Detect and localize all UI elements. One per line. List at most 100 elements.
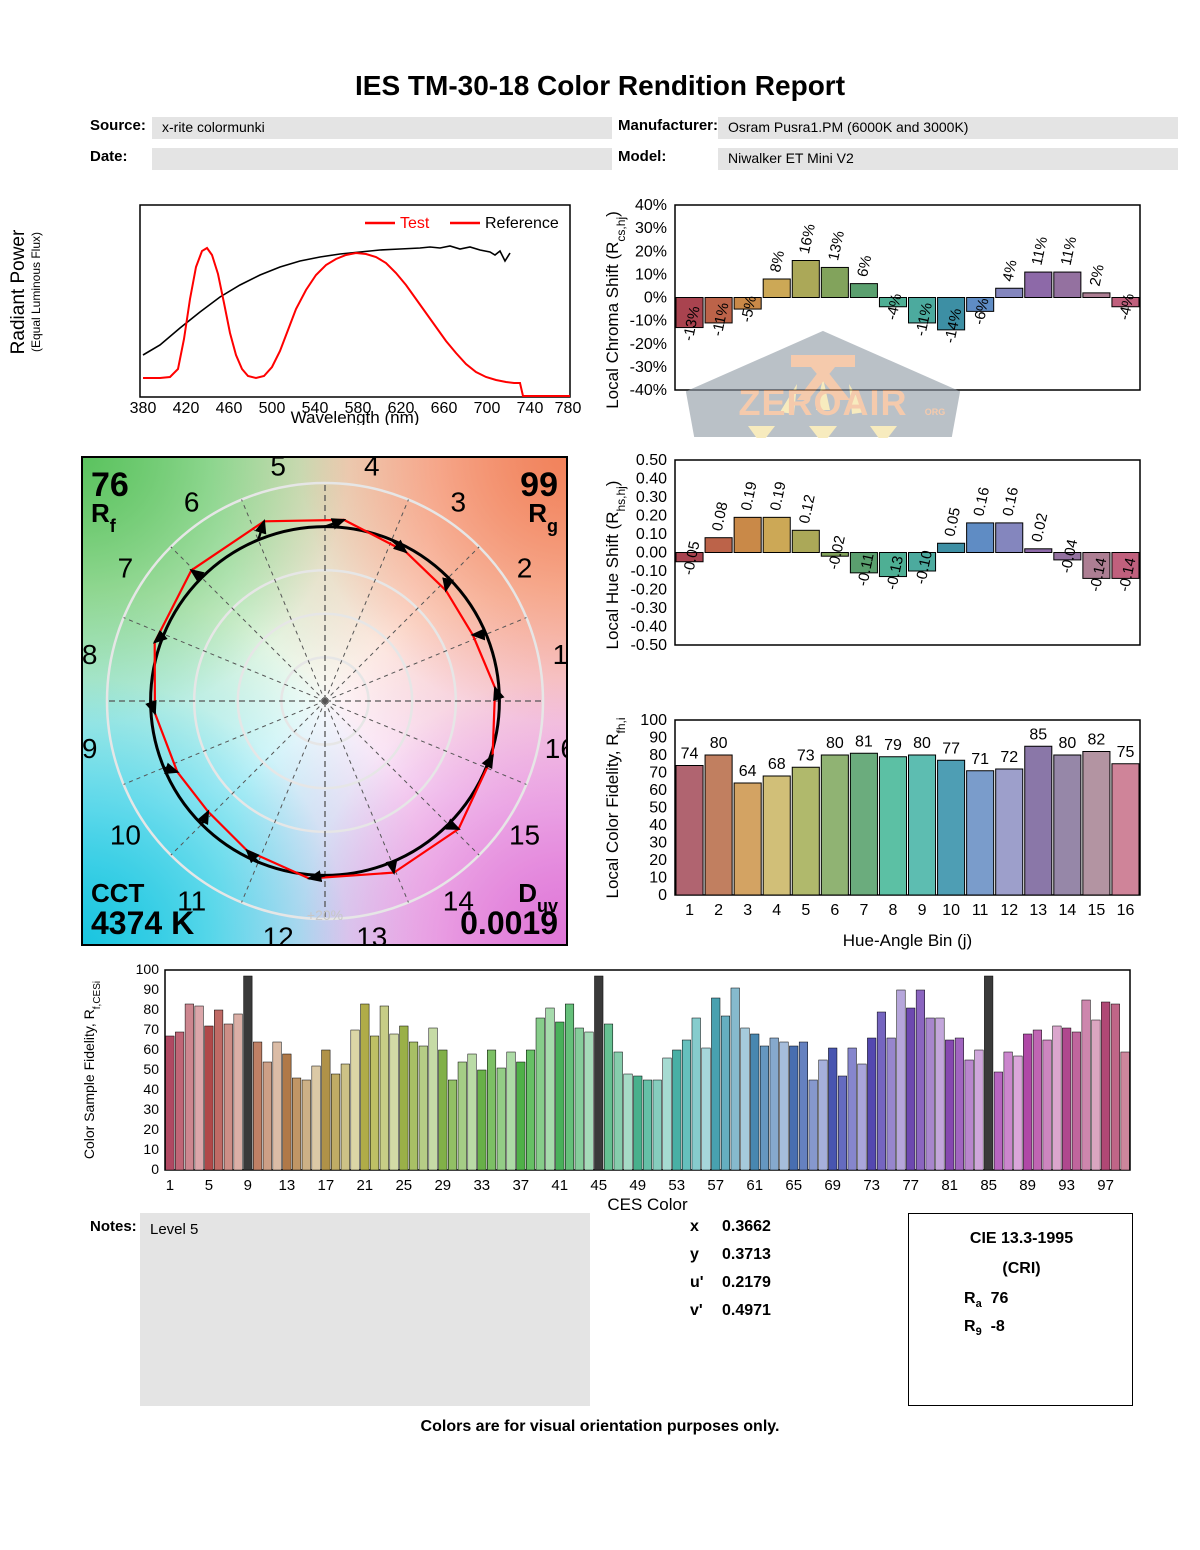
svg-text:40%: 40% — [635, 197, 667, 214]
svg-text:7: 7 — [859, 902, 868, 919]
svg-text:20: 20 — [143, 1121, 159, 1137]
svg-text:10: 10 — [143, 1141, 159, 1157]
svg-text:80: 80 — [143, 1001, 159, 1017]
svg-text:70: 70 — [143, 1021, 159, 1037]
svg-text:13: 13 — [1029, 902, 1047, 919]
svg-text:1: 1 — [685, 902, 694, 919]
svg-text:-0.20: -0.20 — [631, 582, 668, 599]
svg-text:-0.04: -0.04 — [1058, 538, 1082, 575]
svg-text:9: 9 — [82, 733, 98, 764]
svg-text:2%: 2% — [1087, 263, 1108, 288]
svg-text:0.05: 0.05 — [941, 506, 964, 538]
svg-text:4: 4 — [772, 902, 781, 919]
svg-text:3: 3 — [451, 486, 467, 517]
svg-text:82: 82 — [1088, 732, 1106, 749]
svg-text:17: 17 — [317, 1177, 334, 1194]
svg-text:Test: Test — [400, 215, 430, 232]
svg-text:ORG: ORG — [925, 407, 946, 417]
svg-text:700: 700 — [474, 400, 501, 417]
svg-text:Local Chroma Shift (Rcs,hj): Local Chroma Shift (Rcs,hj) — [603, 211, 628, 409]
svg-text:85: 85 — [980, 1177, 997, 1194]
svg-text:Hue-Angle Bin (j): Hue-Angle Bin (j) — [843, 931, 972, 950]
svg-text:0: 0 — [151, 1161, 159, 1177]
svg-text:20%: 20% — [635, 243, 667, 260]
svg-text:540: 540 — [302, 400, 329, 417]
svg-text:-30%: -30% — [630, 359, 667, 376]
svg-text:-0.10: -0.10 — [631, 563, 668, 580]
svg-text:60: 60 — [649, 782, 667, 799]
svg-text:780: 780 — [555, 400, 582, 417]
svg-text:72: 72 — [1000, 749, 1018, 766]
svg-text:-0.30: -0.30 — [631, 600, 668, 617]
svg-text:69: 69 — [824, 1177, 841, 1194]
svg-text:64: 64 — [739, 763, 757, 780]
svg-text:380: 380 — [130, 400, 157, 417]
svg-text:4374 K: 4374 K — [91, 905, 194, 941]
svg-text:40: 40 — [649, 817, 667, 834]
svg-text:0.08: 0.08 — [709, 500, 732, 532]
svg-text:-20%: -20% — [630, 336, 667, 353]
svg-text:(Equal Luminous Flux): (Equal Luminous Flux) — [29, 232, 43, 352]
svg-text:Radiant Power: Radiant Power — [10, 229, 29, 354]
svg-text:25: 25 — [395, 1177, 412, 1194]
svg-text:0: 0 — [658, 887, 667, 904]
svg-text:11: 11 — [972, 902, 989, 919]
svg-text:73: 73 — [863, 1177, 880, 1194]
svg-text:420: 420 — [173, 400, 200, 417]
svg-text:71: 71 — [971, 751, 989, 768]
svg-text:-40%: -40% — [630, 382, 667, 399]
svg-text:-0.02: -0.02 — [825, 534, 849, 571]
svg-text:CCT: CCT — [91, 878, 145, 908]
svg-text:5: 5 — [801, 902, 810, 919]
svg-text:81: 81 — [941, 1177, 958, 1194]
svg-text:+20%: +20% — [307, 907, 343, 923]
svg-text:73: 73 — [797, 747, 815, 764]
svg-text:80: 80 — [913, 735, 931, 752]
svg-text:80: 80 — [1058, 735, 1076, 752]
svg-text:0.19: 0.19 — [738, 480, 761, 512]
svg-text:10: 10 — [110, 819, 141, 850]
svg-text:0.19: 0.19 — [767, 480, 790, 512]
svg-text:21: 21 — [356, 1177, 373, 1194]
svg-text:97: 97 — [1097, 1177, 1114, 1194]
svg-text:50: 50 — [649, 800, 667, 817]
svg-text:740: 740 — [517, 400, 544, 417]
svg-text:9: 9 — [244, 1177, 252, 1194]
svg-text:5: 5 — [205, 1177, 213, 1194]
svg-text:8: 8 — [889, 902, 898, 919]
svg-text:0.30: 0.30 — [636, 489, 667, 506]
svg-text:16: 16 — [545, 733, 568, 764]
svg-text:6: 6 — [184, 486, 200, 517]
svg-text:4%: 4% — [1000, 258, 1021, 283]
svg-text:500: 500 — [259, 400, 286, 417]
svg-text:10: 10 — [649, 870, 667, 887]
svg-text:81: 81 — [855, 733, 873, 750]
svg-text:Local Color Fidelity, Rfh,i: Local Color Fidelity, Rfh,i — [603, 717, 628, 898]
svg-text:65: 65 — [785, 1177, 802, 1194]
svg-text:80: 80 — [649, 747, 667, 764]
svg-text:0.10: 0.10 — [636, 526, 667, 543]
svg-text:80: 80 — [710, 735, 728, 752]
svg-text:0.02: 0.02 — [1029, 512, 1052, 544]
svg-text:30: 30 — [143, 1101, 159, 1117]
svg-text:0.16: 0.16 — [970, 486, 993, 518]
svg-text:70: 70 — [649, 765, 667, 782]
svg-text:61: 61 — [746, 1177, 763, 1194]
svg-text:0.00: 0.00 — [636, 545, 667, 562]
svg-text:75: 75 — [1117, 744, 1135, 761]
svg-text:100: 100 — [640, 712, 667, 729]
svg-text:2: 2 — [714, 902, 723, 919]
svg-text:Local Hue Shift (Rhs,hj): Local Hue Shift (Rhs,hj) — [603, 481, 628, 650]
svg-text:13: 13 — [356, 921, 387, 946]
svg-text:-0.50: -0.50 — [631, 637, 668, 654]
svg-text:0.16: 0.16 — [1000, 486, 1023, 518]
svg-text:37: 37 — [512, 1177, 529, 1194]
svg-text:74: 74 — [681, 746, 699, 763]
svg-text:620: 620 — [388, 400, 415, 417]
svg-text:10%: 10% — [635, 266, 667, 283]
svg-text:0.40: 0.40 — [636, 471, 667, 488]
svg-text:8%: 8% — [767, 249, 788, 274]
svg-text:93: 93 — [1058, 1177, 1075, 1194]
svg-text:7: 7 — [118, 553, 134, 584]
svg-text:90: 90 — [143, 981, 159, 997]
